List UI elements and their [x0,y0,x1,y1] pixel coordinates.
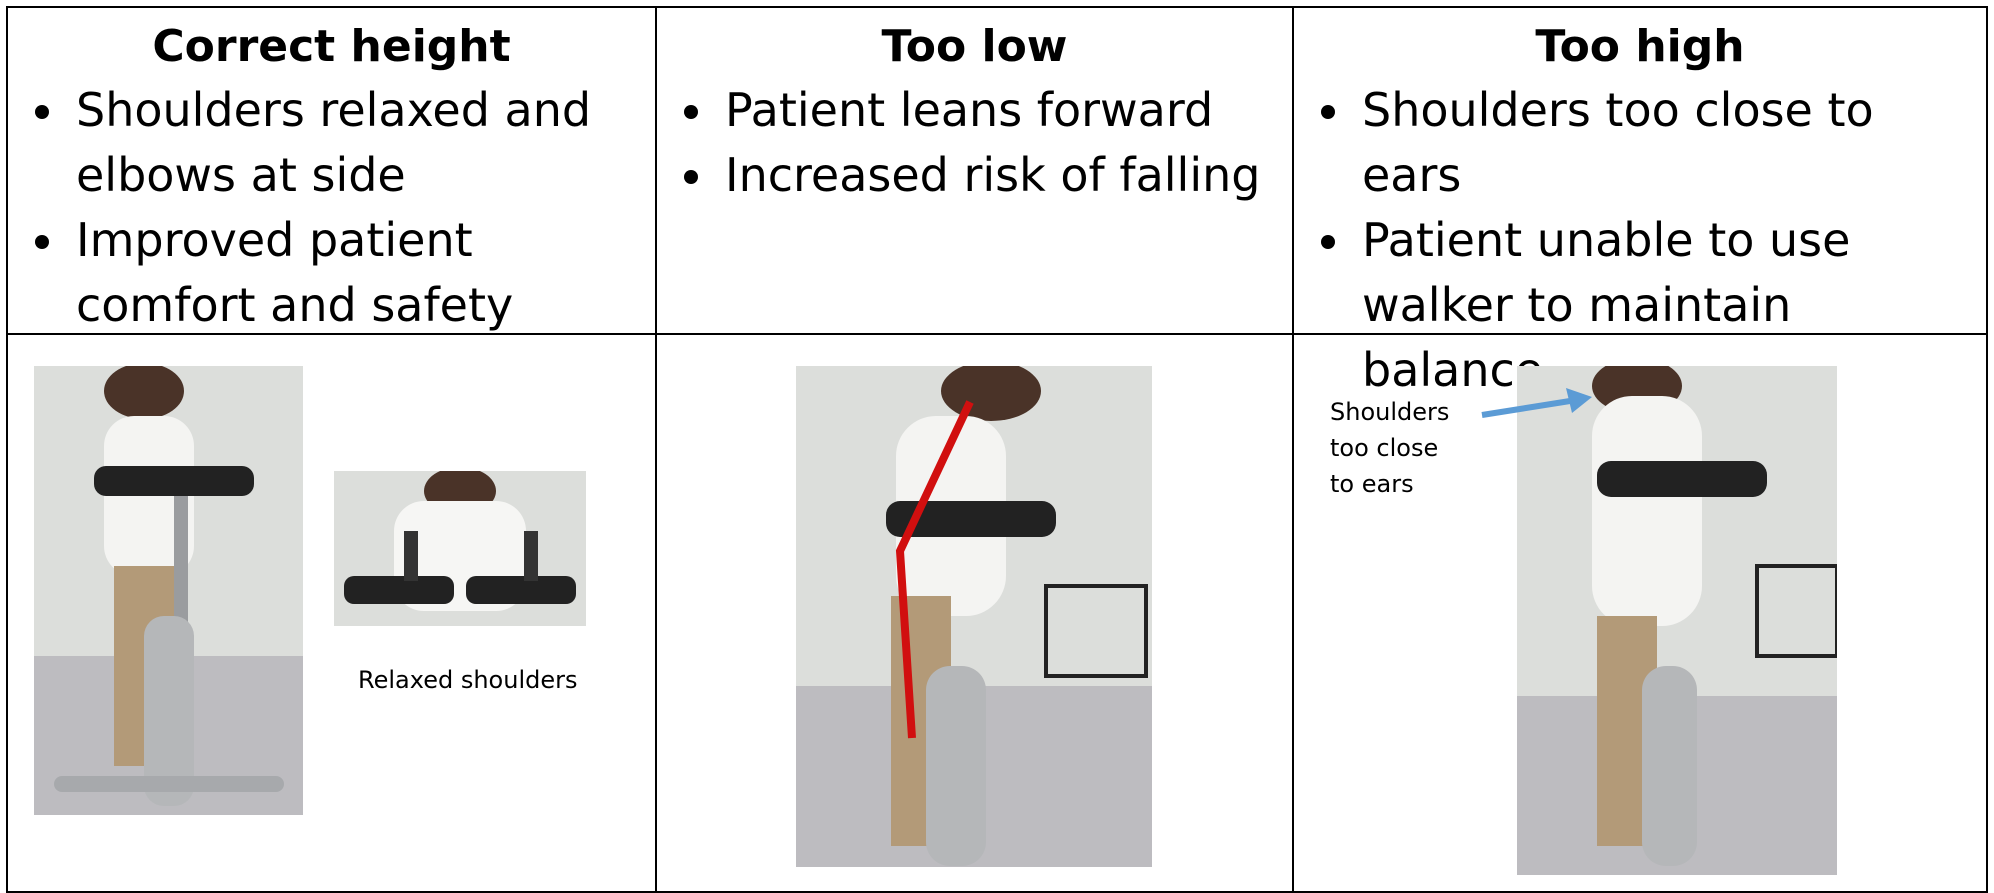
bullet: Patient leans forward [719,78,1292,143]
caption: Relaxed shoulders [358,662,577,698]
bullet: Increased risk of falling [719,143,1292,208]
photo [334,471,586,626]
bullet-list: Patient leans forward Increased risk of … [657,78,1292,208]
cell: Too high Shoulders too close to ears Pat… [1292,6,1988,335]
bullet: Shoulders relaxed and elbows at side [70,78,596,208]
cell: Correct height Shoulders relaxed and elb… [6,6,657,335]
bullet: Shoulders too close to ears [1356,78,1986,208]
caption: Shoulders too close to ears [1330,394,1460,502]
arrow [1470,385,1600,425]
heading: Too low [657,18,1292,76]
photo [1517,366,1837,875]
photo [34,366,303,815]
photo [796,366,1152,867]
page: {"columns":[ {"heading":"Correct height"… [0,0,1994,879]
bullet-list: Shoulders relaxed and elbows at side Imp… [8,78,655,338]
heading: Too high [1294,18,1986,76]
heading: Correct height [8,18,655,76]
cell: Too low Patient leans forward Increased … [655,6,1294,335]
bullet: Improved patient comfort and safety [70,208,646,338]
